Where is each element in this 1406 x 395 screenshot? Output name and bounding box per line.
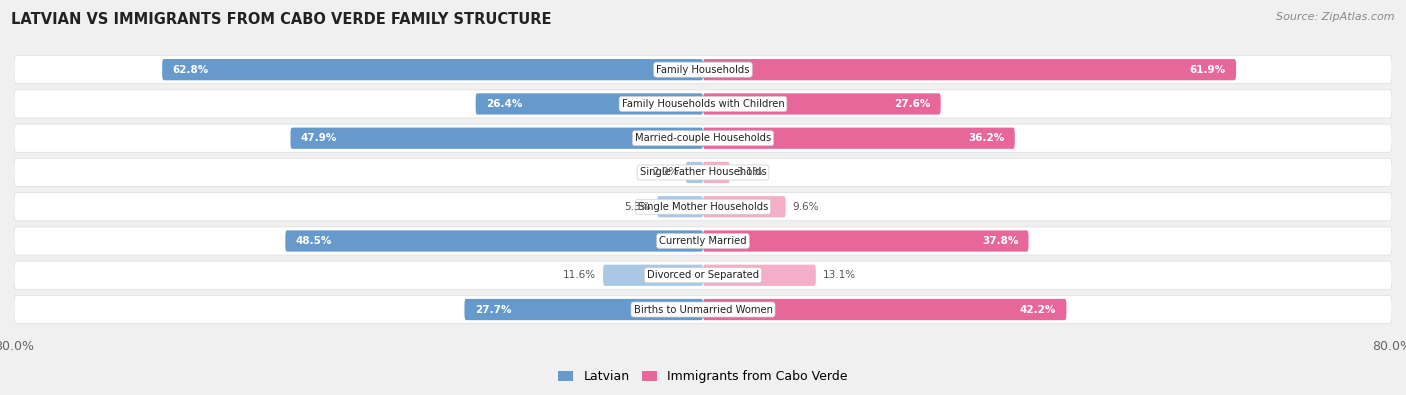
Text: 62.8%: 62.8%	[173, 65, 208, 75]
Text: Currently Married: Currently Married	[659, 236, 747, 246]
Text: Single Mother Households: Single Mother Households	[638, 202, 768, 212]
Legend: Latvian, Immigrants from Cabo Verde: Latvian, Immigrants from Cabo Verde	[554, 365, 852, 388]
FancyBboxPatch shape	[14, 90, 1392, 118]
FancyBboxPatch shape	[14, 261, 1392, 289]
FancyBboxPatch shape	[686, 162, 703, 183]
FancyBboxPatch shape	[703, 162, 730, 183]
Text: Births to Unmarried Women: Births to Unmarried Women	[634, 305, 772, 314]
Text: 3.1%: 3.1%	[737, 167, 763, 177]
FancyBboxPatch shape	[703, 265, 815, 286]
Text: Divorced or Separated: Divorced or Separated	[647, 270, 759, 280]
Text: 5.3%: 5.3%	[624, 202, 651, 212]
Text: Source: ZipAtlas.com: Source: ZipAtlas.com	[1277, 12, 1395, 22]
Text: 37.8%: 37.8%	[981, 236, 1018, 246]
FancyBboxPatch shape	[14, 56, 1392, 84]
FancyBboxPatch shape	[14, 227, 1392, 255]
FancyBboxPatch shape	[658, 196, 703, 217]
Text: 61.9%: 61.9%	[1189, 65, 1226, 75]
FancyBboxPatch shape	[475, 93, 703, 115]
FancyBboxPatch shape	[291, 128, 703, 149]
FancyBboxPatch shape	[703, 128, 1015, 149]
FancyBboxPatch shape	[703, 230, 1029, 252]
FancyBboxPatch shape	[14, 124, 1392, 152]
FancyBboxPatch shape	[603, 265, 703, 286]
FancyBboxPatch shape	[464, 299, 703, 320]
FancyBboxPatch shape	[703, 93, 941, 115]
Text: 42.2%: 42.2%	[1019, 305, 1056, 314]
FancyBboxPatch shape	[703, 59, 1236, 80]
Text: 47.9%: 47.9%	[301, 133, 337, 143]
FancyBboxPatch shape	[703, 299, 1066, 320]
Text: 13.1%: 13.1%	[823, 270, 856, 280]
Text: 48.5%: 48.5%	[295, 236, 332, 246]
Text: 9.6%: 9.6%	[793, 202, 820, 212]
Text: Family Households with Children: Family Households with Children	[621, 99, 785, 109]
FancyBboxPatch shape	[14, 158, 1392, 186]
Text: Married-couple Households: Married-couple Households	[636, 133, 770, 143]
Text: 27.7%: 27.7%	[475, 305, 512, 314]
Text: LATVIAN VS IMMIGRANTS FROM CABO VERDE FAMILY STRUCTURE: LATVIAN VS IMMIGRANTS FROM CABO VERDE FA…	[11, 12, 551, 27]
FancyBboxPatch shape	[14, 193, 1392, 221]
FancyBboxPatch shape	[285, 230, 703, 252]
Text: Single Father Households: Single Father Households	[640, 167, 766, 177]
Text: 26.4%: 26.4%	[486, 99, 523, 109]
Text: Family Households: Family Households	[657, 65, 749, 75]
FancyBboxPatch shape	[162, 59, 703, 80]
FancyBboxPatch shape	[14, 295, 1392, 324]
Text: 2.0%: 2.0%	[652, 167, 679, 177]
FancyBboxPatch shape	[703, 196, 786, 217]
Text: 36.2%: 36.2%	[969, 133, 1004, 143]
Text: 11.6%: 11.6%	[562, 270, 596, 280]
Text: 27.6%: 27.6%	[894, 99, 931, 109]
